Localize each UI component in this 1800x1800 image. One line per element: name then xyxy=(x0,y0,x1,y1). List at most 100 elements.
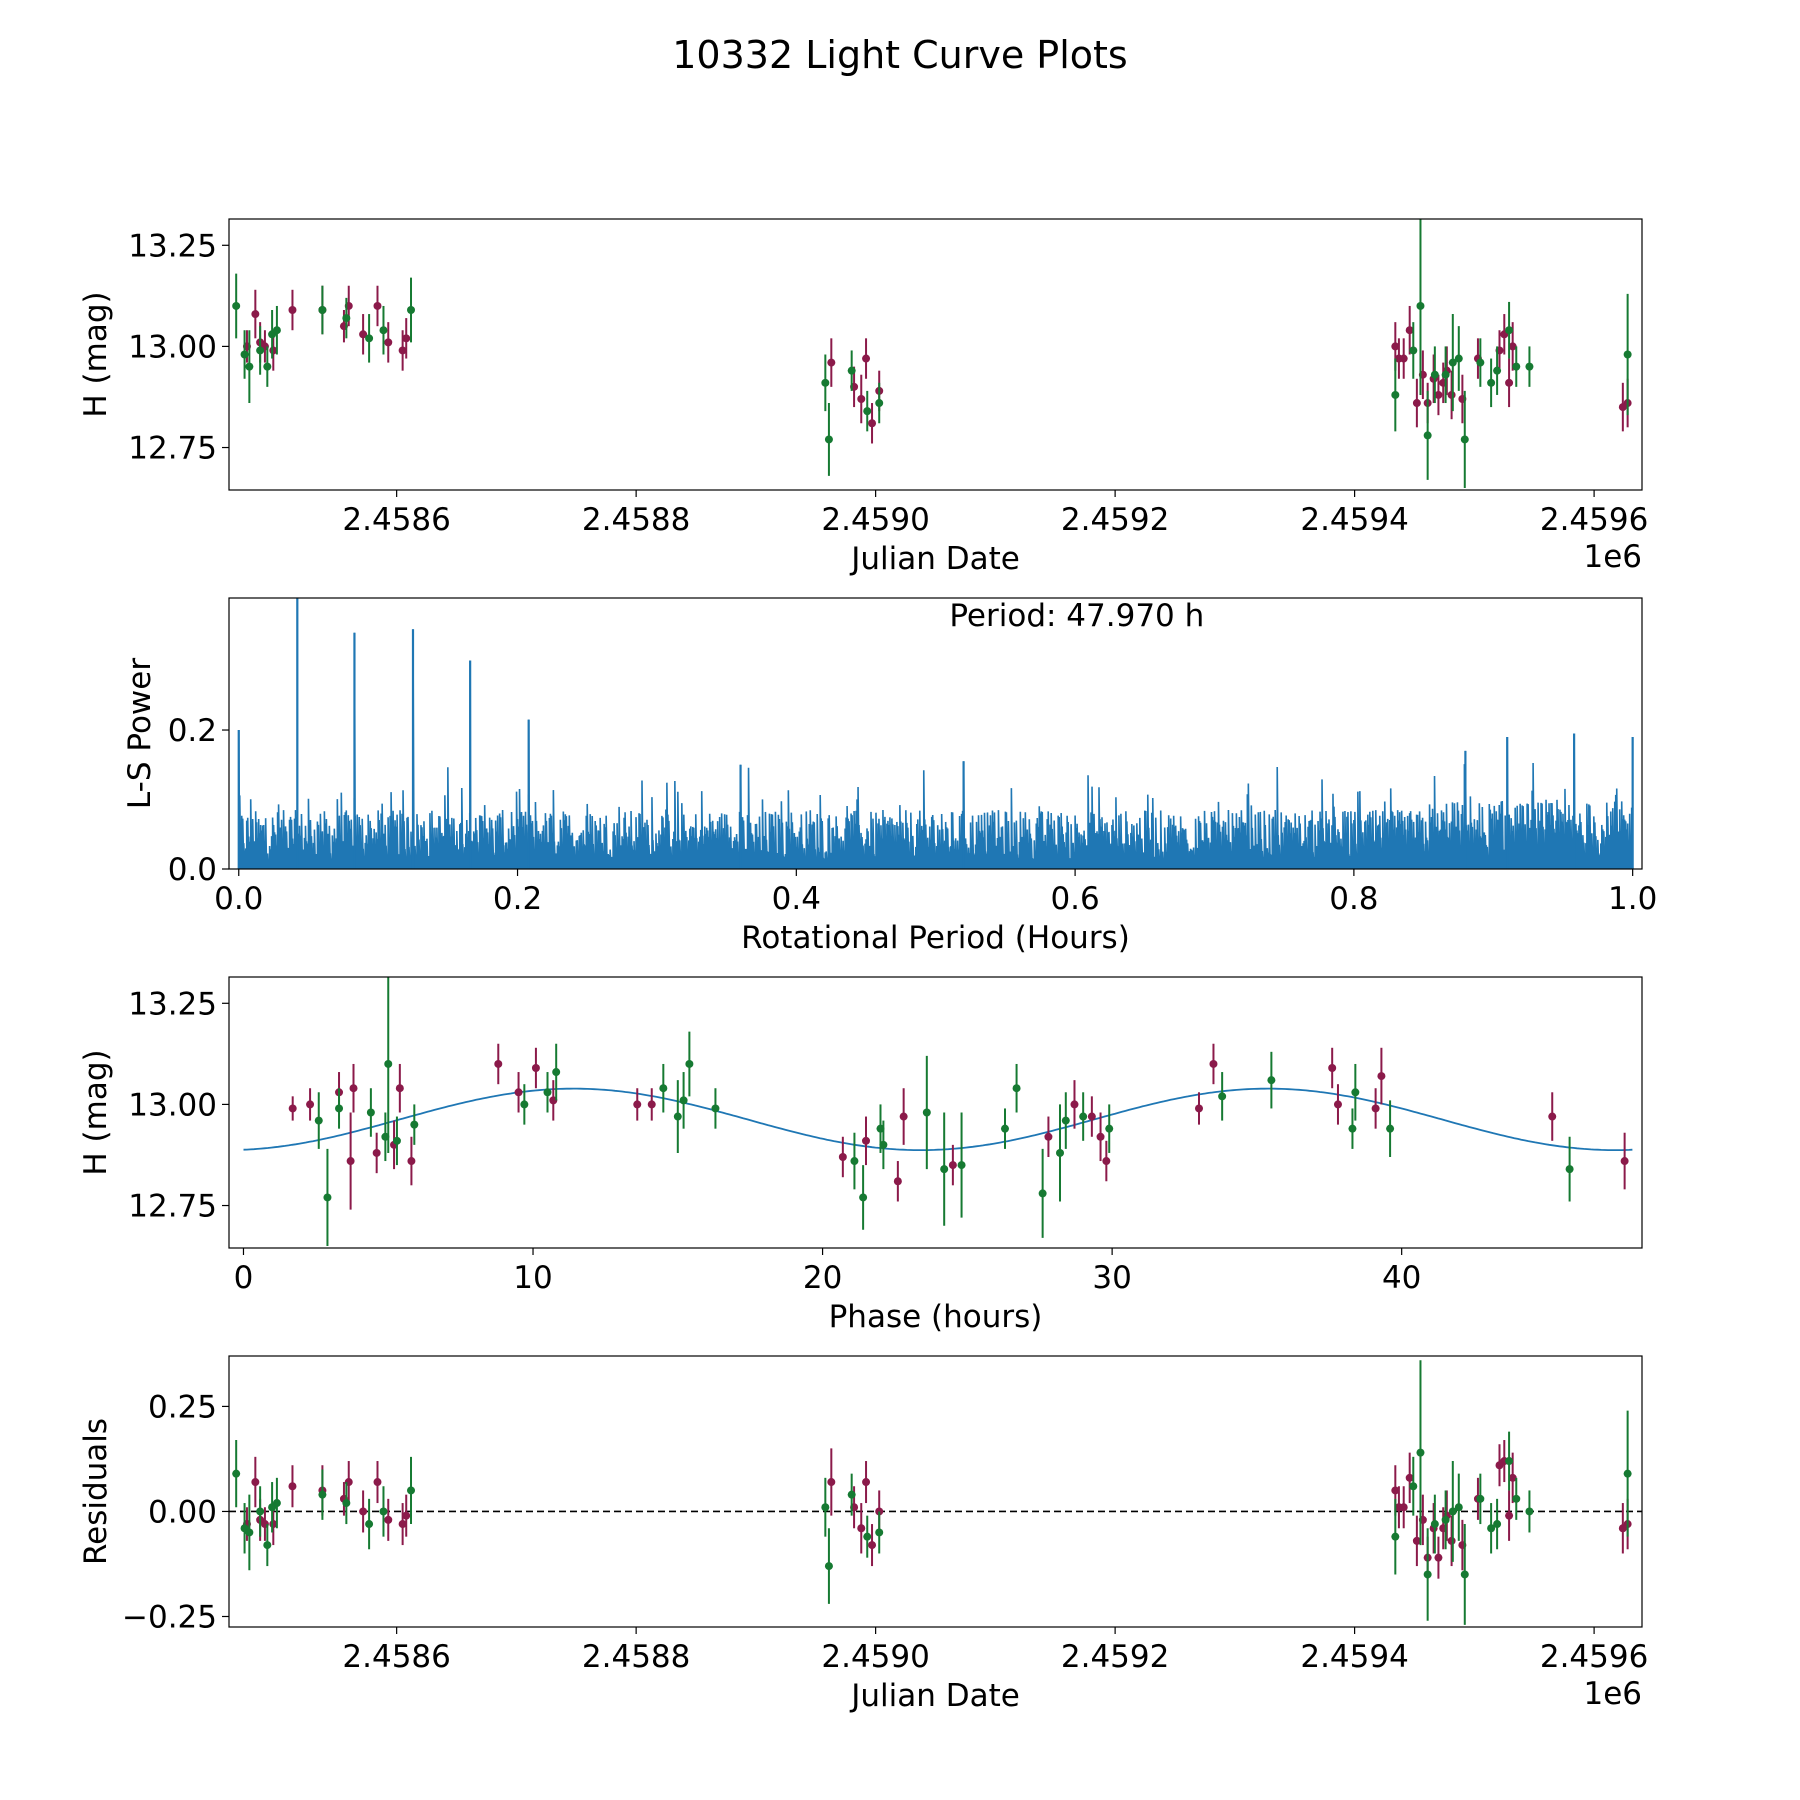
x-tick-label: 40 xyxy=(1382,1260,1421,1296)
marker xyxy=(1525,1507,1534,1516)
marker xyxy=(251,310,260,319)
panels: 2.4586 2.4588 2.4590 2.4592 2.4594 2.4596 12.7… xyxy=(78,218,1657,1714)
marker xyxy=(256,346,265,355)
marker xyxy=(679,1096,688,1105)
marker xyxy=(1416,1448,1425,1457)
y-tick-label: 13.25 xyxy=(128,228,217,264)
data-point xyxy=(957,1112,966,1218)
x-axis-label: Phase (hours) xyxy=(829,1299,1043,1335)
marker xyxy=(552,1068,561,1077)
data-point xyxy=(395,1063,404,1113)
marker xyxy=(863,1532,872,1541)
data-point xyxy=(251,1456,260,1508)
marker xyxy=(875,1528,884,1537)
data-point xyxy=(1079,1092,1088,1141)
marker xyxy=(1508,342,1517,351)
data-point xyxy=(1448,1461,1457,1562)
data-point xyxy=(857,1503,866,1554)
data-point xyxy=(1487,358,1496,408)
data-point xyxy=(1218,1072,1227,1121)
data-point xyxy=(862,338,871,379)
data-point xyxy=(1070,1080,1079,1129)
marker xyxy=(1441,1515,1450,1524)
data-point xyxy=(1209,1043,1218,1085)
y-tick-label: 13.00 xyxy=(128,329,217,365)
y-axis-label: H (mag) xyxy=(78,1049,114,1175)
series-series_a xyxy=(242,1440,1632,1579)
data-point xyxy=(1495,1444,1504,1487)
data-point xyxy=(342,1482,351,1525)
series-series_a xyxy=(242,285,1632,444)
marker xyxy=(379,326,388,335)
x-tick-label: 10 xyxy=(513,1260,552,1296)
marker xyxy=(318,306,327,315)
x-axis-label: Julian Date xyxy=(849,541,1020,577)
data-point xyxy=(1056,1104,1065,1202)
marker xyxy=(288,1482,297,1491)
data-point xyxy=(1333,1084,1342,1125)
data-point xyxy=(232,273,241,339)
marker xyxy=(1267,1076,1276,1085)
data-point xyxy=(685,1031,694,1097)
data-point xyxy=(1618,1503,1627,1554)
marker xyxy=(1512,362,1521,371)
axes-frame xyxy=(228,976,1643,1249)
marker xyxy=(1548,1112,1557,1121)
marker xyxy=(957,1161,966,1170)
data-point xyxy=(1548,1092,1557,1141)
x-tick-label: 2.4590 xyxy=(821,502,929,538)
y-tick-label: 0.25 xyxy=(148,1389,217,1425)
data-point xyxy=(398,1503,407,1546)
data-point xyxy=(875,382,884,424)
data-point xyxy=(1267,1051,1276,1109)
data-point xyxy=(868,1524,877,1567)
data-point xyxy=(1487,1503,1496,1554)
data-point xyxy=(1448,314,1457,412)
data-point xyxy=(1645,1478,1653,1579)
data-point xyxy=(875,1511,884,1554)
marker xyxy=(1476,358,1485,367)
data-point xyxy=(1409,322,1418,379)
marker xyxy=(373,1478,382,1487)
y-tick-label: 12.75 xyxy=(128,431,217,467)
data-point xyxy=(407,1456,416,1525)
data-point xyxy=(1505,1490,1514,1541)
data-point xyxy=(1371,1088,1380,1129)
data-point xyxy=(1412,1515,1421,1567)
data-point xyxy=(633,1088,642,1121)
data-point xyxy=(288,1096,297,1121)
marker xyxy=(1391,1486,1400,1495)
y-tick-label: 13.25 xyxy=(128,986,217,1022)
marker xyxy=(922,1108,931,1117)
period-annotation: Period: 47.970 h xyxy=(949,598,1204,634)
marker xyxy=(306,1100,315,1109)
data-point xyxy=(407,1136,416,1186)
data-point xyxy=(245,1494,254,1571)
marker xyxy=(1454,1503,1463,1512)
marker xyxy=(272,1499,281,1508)
marker xyxy=(1447,1536,1456,1545)
marker xyxy=(1405,1473,1414,1482)
marker xyxy=(407,306,416,315)
data-point xyxy=(379,1486,388,1537)
marker xyxy=(1012,1084,1021,1093)
data-point xyxy=(659,1063,668,1113)
data-point xyxy=(240,330,249,379)
marker xyxy=(1038,1189,1047,1198)
plot-area-periodogram xyxy=(237,598,1634,869)
data-point xyxy=(1194,1092,1203,1125)
data-point xyxy=(1434,1536,1443,1579)
data-point xyxy=(1377,1047,1386,1105)
marker xyxy=(1070,1100,1079,1109)
marker xyxy=(232,1469,241,1478)
marker xyxy=(402,334,411,343)
marker xyxy=(1405,326,1414,335)
x-tick-label: 0.2 xyxy=(493,881,542,917)
data-point xyxy=(1416,1360,1425,1546)
data-point xyxy=(1441,346,1450,404)
axes-frame xyxy=(228,597,1643,870)
marker xyxy=(359,1507,368,1516)
plot-area-residuals xyxy=(229,1360,1653,1625)
marker xyxy=(1377,1072,1386,1081)
data-point xyxy=(251,289,260,339)
